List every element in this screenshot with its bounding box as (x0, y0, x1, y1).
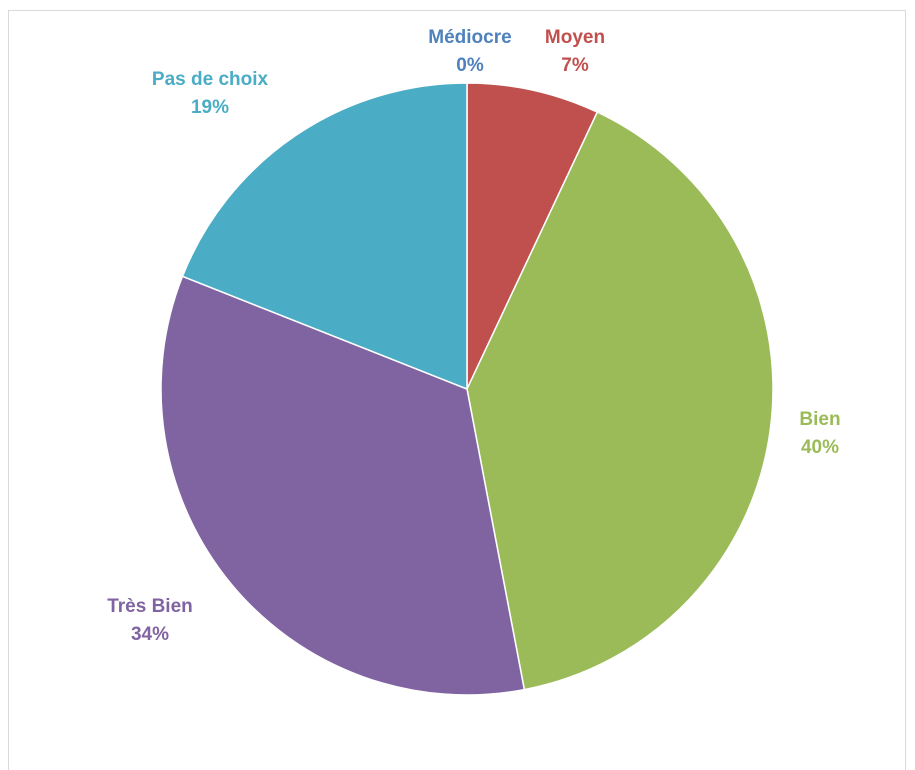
label-mediocre: Médiocre (428, 27, 511, 48)
slice-tres-bien (160, 275, 526, 696)
label-tres-bien: Très Bien (107, 596, 193, 617)
label-moyen: Moyen (545, 27, 605, 48)
pie-slices (160, 82, 774, 696)
pct-label-mediocre: 0% (456, 55, 484, 76)
pct-label-pas-de-choix: 19% (191, 97, 229, 118)
pct-label-tres-bien: 34% (131, 624, 169, 645)
chart-frame (8, 10, 906, 770)
label-bien: Bien (799, 409, 840, 430)
slice-pas-de-choix (181, 82, 468, 391)
label-pas-de-choix: Pas de choix (152, 69, 269, 90)
pie-labels: Médiocre 0% Moyen 7% Bien 40% Très Bien 34% Pas … (107, 27, 840, 645)
slice-bien (466, 111, 774, 691)
pct-label-bien: 40% (801, 437, 839, 458)
slice-moyen (466, 82, 599, 390)
pct-label-moyen: 7% (561, 55, 589, 76)
